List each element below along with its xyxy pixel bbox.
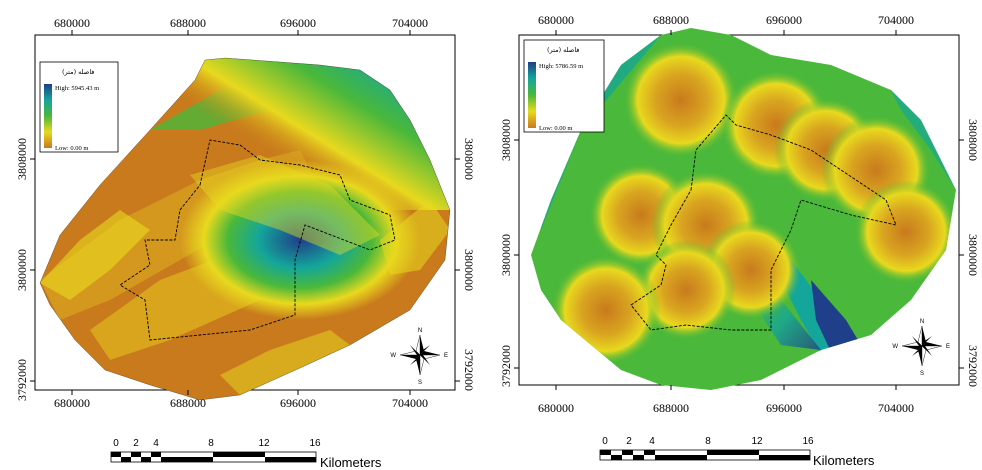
scale-tick-label: 0 [113,438,119,449]
scale-tick-label: 12 [258,438,270,449]
x-tick-label: 680000 [54,16,90,30]
x-tick-label: 704000 [878,13,914,27]
x-tick-label: 696000 [280,396,316,410]
x-axis-bottom-right: 680000 688000 696000 704000 [538,385,914,415]
y-tick-label: 3800000 [462,249,476,291]
legend-low-label: Low: 0.00 m [55,145,88,152]
compass-west-label: W [390,353,396,359]
x-tick-label: 688000 [170,396,206,410]
x-axis-top-left: 680000 688000 696000 704000 [54,16,428,35]
y-tick-label: 3808000 [462,138,476,180]
legend-low-label: Low: 0.00 m [539,125,572,132]
y-tick-label: 3808000 [966,119,980,161]
y-tick-label: 3800000 [499,234,513,276]
y-axis-left-left: 3808000 3800000 3792000 [15,138,35,401]
scale-tick-label: 12 [751,436,763,447]
scale-tick-label: 2 [133,438,139,449]
compass-west-label: W [892,344,898,350]
north-arrow-right: N S E W [892,319,950,377]
x-tick-label: 688000 [170,16,206,30]
legend-high-label: High: 5945.43 m [55,85,99,92]
scale-tick-label: 8 [705,436,711,447]
x-tick-label: 704000 [392,16,428,30]
map-panel-right: 680000 688000 696000 704000 680000 68800… [491,0,982,470]
scale-tick-label: 16 [802,436,814,447]
x-tick-label: 696000 [280,16,316,30]
map-panel-left: 680000 688000 696000 704000 680000 68800… [15,16,476,470]
scale-tick-label: 2 [626,436,632,447]
legend-title: فاصله (متر) [547,46,579,54]
compass-east-label: E [444,353,448,359]
map-right-svg: 680000 688000 696000 704000 680000 68800… [499,13,980,468]
map-left-svg: 680000 688000 696000 704000 680000 68800… [15,16,476,470]
y-tick-label: 3792000 [15,359,29,401]
x-tick-label: 680000 [54,396,90,410]
scale-bar-right: 0 2 4 8 12 16 Kilometers [599,436,875,468]
y-tick-label: 3808000 [15,138,29,180]
y-tick-label: 3792000 [966,345,980,387]
y-tick-label: 3808000 [499,119,513,161]
x-tick-label: 696000 [766,401,802,415]
x-tick-label: 688000 [653,401,689,415]
city-boundary-right [630,114,897,331]
scale-unit-label: Kilometers [320,455,382,470]
legend-title: فاصله (متر) [62,68,94,76]
legend-right: فاصله (متر) High: 5786.59 m Low: 0.00 m [523,39,605,133]
y-tick-label: 3800000 [15,249,29,291]
x-tick-label: 696000 [766,13,802,27]
y-tick-label: 3800000 [966,234,980,276]
compass-south-label: S [920,371,924,377]
city-boundary-left [119,139,396,341]
x-tick-label: 704000 [878,401,914,415]
scale-tick-label: 8 [208,438,214,449]
legend-left: فاصله (متر) High: 5945.43 m Low: 0.00 m [39,61,119,153]
scale-unit-label: Kilometers [813,453,875,468]
y-tick-label: 3792000 [499,345,513,387]
compass-north-label: N [418,328,422,334]
compass-east-label: E [946,344,950,350]
legend-high-label: High: 5786.59 m [539,63,583,70]
legend-color-ramp [44,84,52,148]
x-axis-top-right: 680000 688000 696000 704000 [538,13,914,35]
x-axis-bottom-left: 680000 688000 696000 704000 [54,390,428,410]
north-arrow-left: N S E W [390,328,448,386]
y-axis-right-right: 3808000 3800000 3792000 [959,119,980,387]
y-axis-right-left: 3808000 3800000 3792000 [455,138,476,391]
y-axis-left-right: 3808000 3800000 3792000 [499,119,519,387]
y-tick-label: 3792000 [462,349,476,391]
scale-tick-label: 4 [153,438,159,449]
x-tick-label: 680000 [538,13,574,27]
x-tick-label: 680000 [538,401,574,415]
x-tick-label: 688000 [653,13,689,27]
scale-bar-left: 0 2 4 8 12 16 Kilometers [110,438,382,470]
x-tick-label: 704000 [392,396,428,410]
compass-north-label: N [920,319,924,325]
scale-tick-label: 16 [309,438,321,449]
scale-tick-label: 4 [649,436,655,447]
scale-tick-label: 0 [602,436,608,447]
compass-south-label: S [418,380,422,386]
legend-color-ramp [528,62,536,128]
